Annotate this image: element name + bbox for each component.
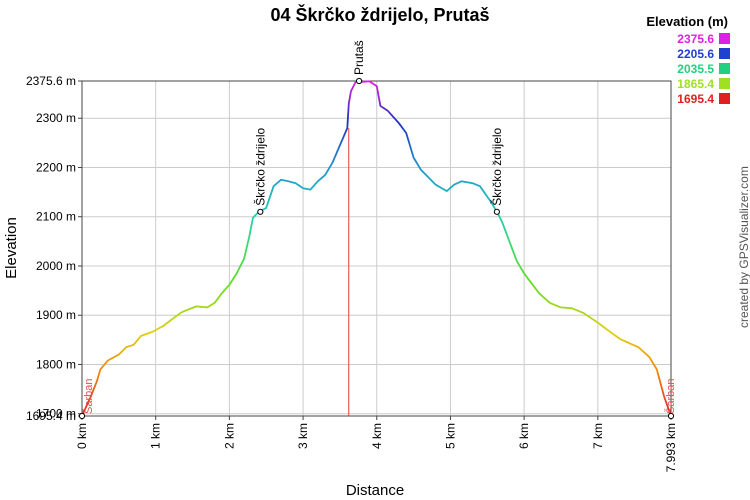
y-tick-label: 2200 m (36, 160, 76, 174)
legend-swatch (719, 78, 730, 89)
waypoint-marker (257, 208, 264, 215)
y-tick-label: 1900 m (36, 308, 76, 322)
legend: Elevation (m) 2375.62205.62035.51865.416… (646, 14, 730, 106)
x-tick-label: 5 km (443, 423, 457, 449)
waypoint-label: Škrčko ždrijelo (489, 127, 504, 205)
credit-text: created by GPSVisualizer.com (737, 166, 750, 328)
y-tick-label: 1700 m (36, 407, 76, 421)
legend-value: 2375.6 (677, 32, 714, 46)
endpoint-label: Šarban (82, 379, 95, 414)
waypoint-marker (667, 412, 675, 420)
waypoint-label: Škrčko ždrijelo (252, 127, 267, 205)
y-tick-label: 2300 m (36, 111, 76, 125)
y-axis-label: Elevation (3, 217, 20, 279)
y-tick-label: 1800 m (36, 357, 76, 371)
legend-value: 1865.4 (677, 77, 714, 91)
legend-value: 1695.4 (677, 92, 714, 106)
y-tick-label: 2000 m (36, 259, 76, 273)
x-tick-label: 1 km (149, 423, 163, 449)
waypoint-marker (355, 77, 363, 85)
legend-value: 2035.5 (677, 62, 714, 76)
x-tick-label: 6 km (517, 423, 531, 449)
y-tick-label: 2375.6 m (26, 74, 76, 88)
waypoint-marker (78, 412, 86, 420)
x-tick-label: 2 km (222, 423, 236, 449)
x-tick-label: 7 km (591, 423, 605, 449)
y-tick-label: 2100 m (36, 210, 76, 224)
x-axis-ticks: 0 km 1 km 2 km 3 km 4 km 5 km 6 km 7 km 7.993 km (75, 416, 678, 472)
y-tick-label: 1695.4 m (26, 409, 76, 423)
elevation-profile-line (81, 80, 672, 417)
x-tick-label: 4 km (370, 423, 384, 449)
x-tick-label: 0 km (75, 423, 89, 449)
legend-title: Elevation (m) (646, 14, 728, 29)
chart-title: 04 Škrčko ždrijelo, Prutaš (270, 4, 489, 25)
legend-swatch (719, 33, 730, 44)
x-tick-label: 3 km (296, 423, 310, 449)
waypoints: Šarban Škrčko ždrijelo Prutaš Škrčko ždrije… (78, 40, 677, 420)
waypoint-marker (493, 208, 500, 215)
x-axis-label: Distance (346, 482, 404, 499)
plot-frame (81, 80, 672, 417)
waypoint-label: Prutaš (352, 40, 366, 75)
endpoint-label: Šarban (664, 379, 677, 414)
grid (82, 81, 671, 416)
x-tick-label: 7.993 km (664, 423, 678, 472)
legend-value: 2205.6 (677, 47, 714, 61)
legend-swatch (719, 48, 730, 59)
legend-swatch (719, 63, 730, 74)
legend-swatch (719, 93, 730, 104)
